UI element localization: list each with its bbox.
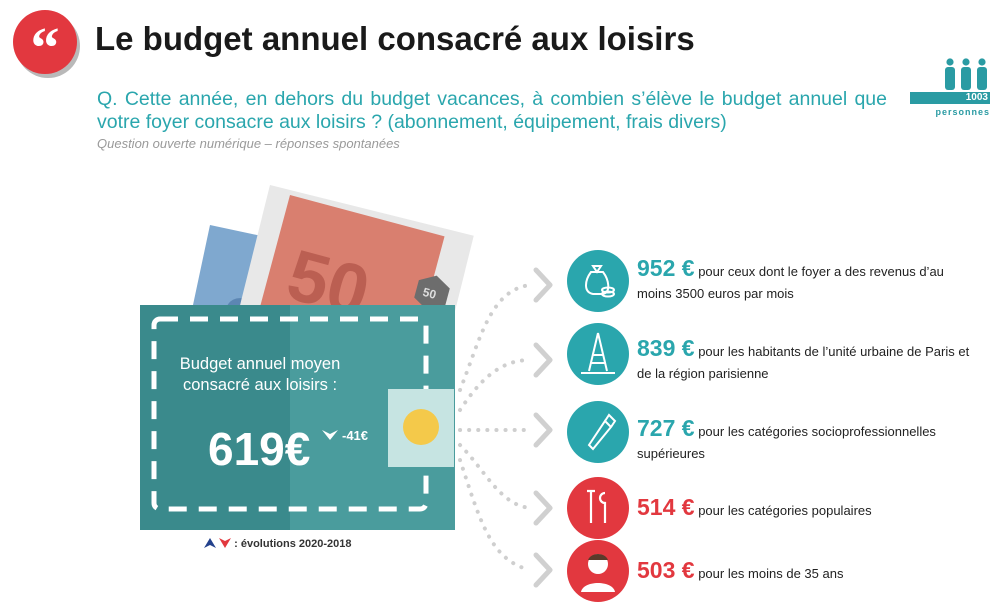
- question-note: Question ouverte numérique – réponses sp…: [97, 136, 400, 151]
- item-desc-3: pour les catégories socioprofessionnelle…: [637, 424, 936, 461]
- sample-label: personnes: [935, 107, 990, 117]
- money-bag-icon: [567, 250, 629, 312]
- item-text-2: 839 € pour les habitants de l’unité urba…: [637, 337, 977, 385]
- survey-question: Q. Cette année, en dehors du budget vaca…: [97, 88, 887, 133]
- item-text-5: 503 € pour les moins de 35 ans: [637, 559, 977, 585]
- item-text-1: 952 € pour ceux dont le foyer a des reve…: [637, 257, 977, 305]
- dotted-connectors: [458, 267, 553, 588]
- quote-icon: “: [30, 15, 60, 80]
- sample-bar: [910, 92, 990, 104]
- item-desc-5: pour les moins de 35 ans: [698, 566, 844, 581]
- svg-text:50: 50: [421, 285, 438, 302]
- eiffel-tower-icon: [567, 323, 629, 385]
- wallet-label: Budget annuel moyen consacré aux loisirs…: [179, 355, 341, 394]
- item-text-4: 514 € pour les catégories populaires: [637, 496, 977, 522]
- people-icon: [945, 58, 987, 90]
- sample-count: 1003: [965, 92, 988, 103]
- item-value-1: 952 €: [637, 255, 695, 281]
- item-desc-2: pour les habitants de l’unité urbaine de…: [637, 344, 970, 381]
- item-value-3: 727 €: [637, 415, 695, 441]
- up-arrow-icon: [204, 538, 216, 548]
- down-arrow-icon: [219, 538, 232, 548]
- quote-badge: “: [13, 10, 77, 80]
- tools-icon: [567, 477, 629, 539]
- page-title: Le budget annuel consacré aux loisirs: [95, 20, 695, 57]
- wallet-delta: -41€: [342, 428, 369, 443]
- item-value-4: 514 €: [637, 494, 695, 520]
- coin-50: 50: [414, 275, 450, 311]
- wallet-value: 619€: [208, 423, 311, 475]
- sample-size-badge: 1003 personnes: [910, 58, 990, 120]
- item-value-2: 839 €: [637, 335, 695, 361]
- tie-icon: [567, 401, 629, 463]
- wallet-illustration: [140, 305, 455, 530]
- evolution-legend: : évolutions 2020-2018: [204, 538, 352, 550]
- item-text-3: 727 € pour les catégories socioprofessio…: [637, 417, 977, 465]
- legend-text: : évolutions 2020-2018: [234, 538, 352, 550]
- young-person-icon: [567, 540, 629, 602]
- item-desc-1: pour ceux dont le foyer a des revenus d’…: [637, 264, 944, 301]
- down-arrow-icon: [322, 430, 338, 440]
- item-desc-4: pour les catégories populaires: [698, 503, 872, 518]
- item-value-5: 503 €: [637, 557, 695, 583]
